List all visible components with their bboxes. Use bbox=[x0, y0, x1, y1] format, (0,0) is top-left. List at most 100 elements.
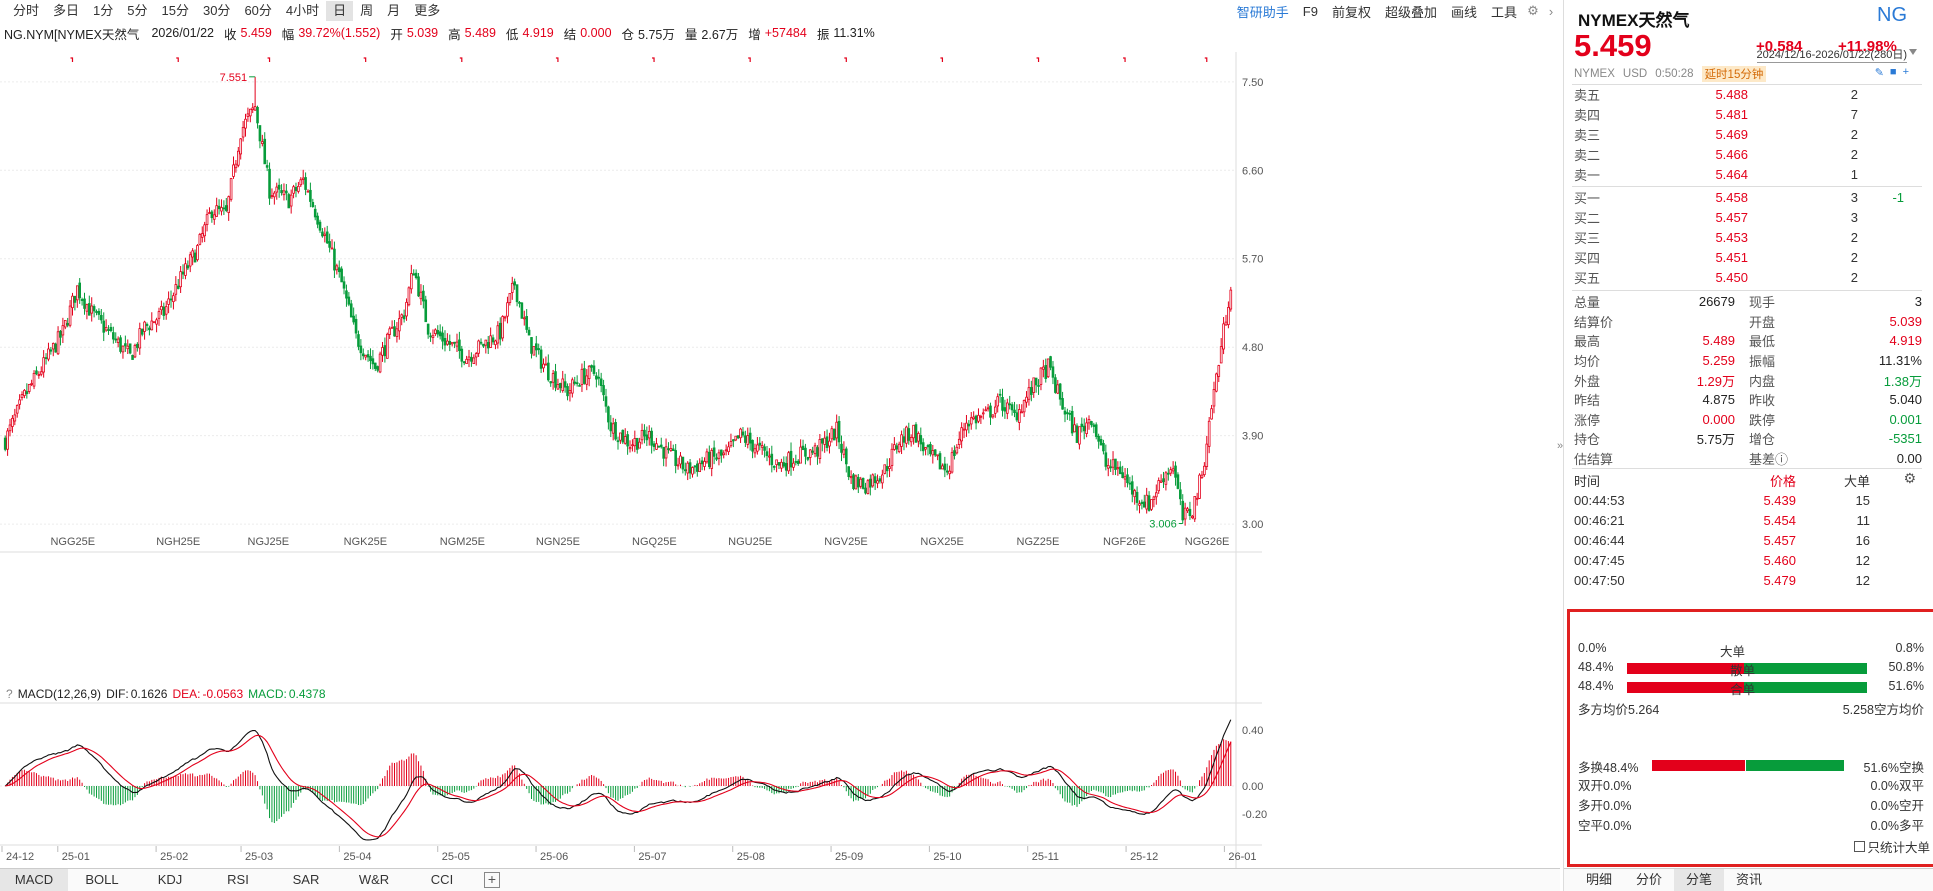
only-big-checkbox[interactable]: 只统计大单 bbox=[1854, 837, 1930, 856]
gear-icon[interactable]: ⚙ bbox=[1903, 470, 1916, 486]
candle-body bbox=[51, 343, 55, 350]
tool-menu-item-5[interactable]: 工具 bbox=[1490, 4, 1517, 20]
swap-short-bar bbox=[1745, 760, 1844, 771]
last-price: 5.459 bbox=[1574, 28, 1652, 63]
stats-row: 均价 5.259 振幅 11.31% bbox=[1574, 351, 1922, 371]
vib-value: 11.31% bbox=[833, 26, 875, 40]
stat-label: 振幅 bbox=[1749, 354, 1776, 370]
candle-body bbox=[888, 466, 891, 469]
candle-body bbox=[883, 464, 887, 474]
chevron-down-icon[interactable] bbox=[1909, 49, 1917, 55]
right-tab-3[interactable]: 资讯 bbox=[1735, 872, 1762, 887]
candle-body bbox=[953, 450, 956, 456]
candle-body bbox=[1147, 495, 1151, 511]
period-tab-1[interactable]: 多日 bbox=[53, 3, 80, 18]
candle-body bbox=[537, 348, 540, 350]
period-tab-11[interactable]: 更多 bbox=[414, 3, 441, 18]
candle-body bbox=[301, 177, 305, 180]
candle-body bbox=[1075, 425, 1079, 443]
contract-label: NGN25E bbox=[536, 536, 580, 548]
total-right-pct: 51.6% bbox=[1888, 679, 1924, 693]
bids-row: 买三 5.453 2 bbox=[1574, 227, 1904, 247]
edit-icon[interactable]: ✎ bbox=[1874, 67, 1884, 79]
tool-menu-item-4[interactable]: 画线 bbox=[1450, 4, 1477, 20]
candle-body bbox=[265, 165, 269, 168]
indicator-tab-macd[interactable]: MACD bbox=[0, 869, 68, 891]
asks-row: 卖二 5.466 2 bbox=[1574, 144, 1904, 164]
period-tab-0[interactable]: 分时 bbox=[13, 3, 40, 18]
month-label: 26-01 bbox=[1228, 851, 1256, 863]
right-tab-2[interactable]: 分笔 bbox=[1674, 869, 1724, 891]
period-tab-4[interactable]: 15分 bbox=[161, 3, 189, 18]
order-price: 5.488 bbox=[1715, 86, 1748, 102]
period-tab-6[interactable]: 60分 bbox=[244, 3, 272, 18]
period-tab-3[interactable]: 5分 bbox=[127, 3, 148, 18]
candle-body bbox=[890, 448, 894, 466]
candle-body bbox=[458, 339, 461, 352]
candle-body bbox=[607, 406, 610, 423]
month-label: 25-02 bbox=[160, 851, 188, 863]
candle-body bbox=[429, 335, 432, 338]
indicator-tab-sar[interactable]: SAR bbox=[292, 872, 320, 887]
candle-body bbox=[244, 118, 247, 129]
indicator-tab-rsi[interactable]: RSI bbox=[227, 872, 249, 887]
contract-label: NGX25E bbox=[920, 536, 963, 548]
candle-body bbox=[1176, 474, 1180, 489]
long-avg-price: 多方均价5.264 bbox=[1578, 703, 1660, 717]
candle-body bbox=[929, 444, 932, 455]
candle-body bbox=[1167, 472, 1170, 475]
kline-chart[interactable]: 7.50 6.60 5.70 4.80 3.90 3.00 NGG25E NGH25E NGJ… bbox=[0, 0, 1560, 868]
indicator-tab-wr[interactable]: W&R bbox=[358, 872, 390, 887]
period-tab-8[interactable]: 日 bbox=[326, 1, 354, 21]
big-order-header: 大单 bbox=[1843, 473, 1870, 489]
date-range-selector[interactable]: 2024/12/16-2026/01/22(280日) bbox=[1756, 46, 1907, 63]
order-level-label: 卖四 bbox=[1574, 107, 1601, 123]
candle-body bbox=[311, 201, 315, 208]
period-tab-9[interactable]: 周 bbox=[360, 3, 374, 18]
candle-body bbox=[895, 445, 899, 450]
candle-body bbox=[575, 382, 579, 385]
period-tab-7[interactable]: 4小时 bbox=[285, 3, 320, 18]
gear-icon[interactable]: ⚙ bbox=[1527, 3, 1539, 18]
indicator-tab-cci[interactable]: CCI bbox=[430, 872, 454, 887]
add-indicator-icon[interactable]: + bbox=[484, 872, 500, 888]
candle-body bbox=[100, 314, 103, 321]
help-icon[interactable]: ? bbox=[6, 687, 13, 701]
tool-menu-item-3[interactable]: 超级叠加 bbox=[1384, 4, 1437, 20]
candle-body bbox=[465, 358, 468, 364]
trade-rows: 00:44:53 5.439 15 00:46:21 5.454 11 00:46:44 5.… bbox=[1574, 490, 1922, 590]
alert-icon[interactable]: ■ bbox=[1889, 66, 1897, 78]
contract-label: NGV25E bbox=[824, 536, 867, 548]
candle-body bbox=[482, 343, 485, 347]
period-tab-10[interactable]: 月 bbox=[387, 3, 401, 18]
candle-body bbox=[304, 177, 307, 190]
tool-menu-item-0[interactable]: 智研助手 bbox=[1236, 4, 1289, 20]
indicator-tab-kdj[interactable]: KDJ bbox=[157, 872, 183, 887]
month-axis: 24-12 25-01 25-02 25-03 25-04 25-05 25-06 25-07… bbox=[1, 846, 1257, 863]
candle-body bbox=[280, 190, 283, 194]
candle-body bbox=[977, 414, 980, 422]
candle-body bbox=[1056, 384, 1060, 394]
candle-body bbox=[515, 284, 519, 303]
candle-body bbox=[746, 435, 750, 445]
candle-body bbox=[102, 320, 106, 333]
collapse-panel-icon[interactable]: » bbox=[1557, 440, 1564, 452]
checkbox-icon[interactable] bbox=[1854, 841, 1866, 852]
candle-body bbox=[647, 430, 651, 439]
chevron-right-icon[interactable]: › bbox=[1548, 3, 1554, 19]
candle-body bbox=[289, 194, 293, 207]
add-icon[interactable]: + bbox=[1902, 66, 1909, 78]
candle-body bbox=[1229, 289, 1233, 310]
indicator-tab-boll[interactable]: BOLL bbox=[85, 872, 119, 887]
period-tab-5[interactable]: 30分 bbox=[202, 3, 231, 18]
period-tab-2[interactable]: 1分 bbox=[93, 3, 114, 18]
contract-switch-mark bbox=[70, 57, 74, 62]
right-tab-0[interactable]: 明细 bbox=[1585, 872, 1612, 887]
right-tab-1[interactable]: 分价 bbox=[1635, 872, 1662, 887]
candle-body bbox=[479, 341, 483, 344]
candle-body bbox=[1162, 478, 1165, 483]
candle-body bbox=[727, 446, 730, 453]
candle-body bbox=[722, 452, 726, 456]
tool-menu-item-2[interactable]: 前复权 bbox=[1331, 4, 1371, 20]
tool-menu-item-1[interactable]: F9 bbox=[1302, 3, 1318, 19]
